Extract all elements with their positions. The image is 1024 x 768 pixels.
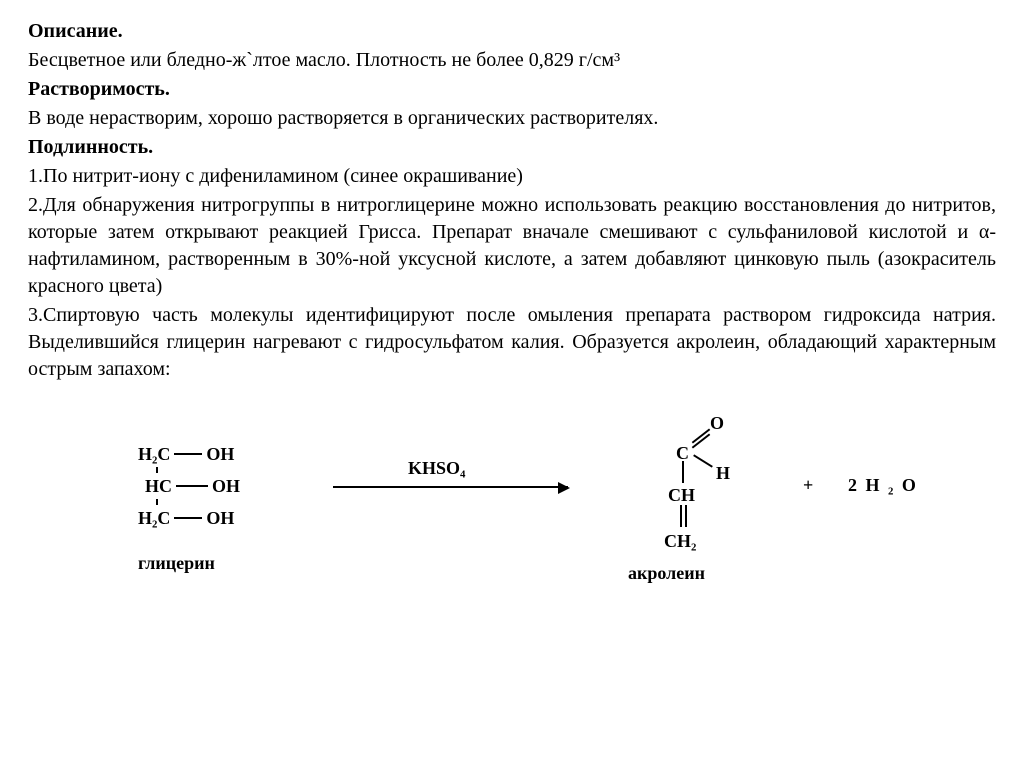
description-title: Описание. (28, 18, 996, 45)
reaction-scheme: H₂C OH HC OH H₂C OH глицерин KHSO₄ O C H… (28, 401, 996, 601)
authenticity-item-2: 2.Для обнаружения нитрогруппы в нитрогли… (28, 192, 996, 300)
reagent-label: KHSO₄ (408, 456, 465, 480)
water-byproduct: 2 H ₂ O (848, 473, 918, 497)
authenticity-item-3: 3.Спиртовую часть молекулы идентифицирую… (28, 302, 996, 383)
glycerol-structure: H₂C OH HC OH H₂C OH (138, 441, 240, 531)
solubility-text: В воде нерастворим, хорошо растворяется … (28, 105, 996, 132)
acrolein-o: O (710, 411, 724, 435)
authenticity-item-1: 1.По нитрит-иону с дифениламином (синее … (28, 163, 996, 190)
solubility-title: Растворимость. (28, 76, 996, 103)
glycerol-c1: H₂C (138, 442, 170, 466)
description-text: Бесцветное или бледно-ж`лтое масло. Плот… (28, 47, 996, 74)
acrolein-ch: CH (668, 483, 695, 507)
plus-sign: + (803, 473, 813, 497)
reaction-arrow-icon (333, 486, 568, 488)
acrolein-structure: O C H CH CH₂ (628, 411, 768, 561)
acrolein-ch2: CH₂ (664, 529, 696, 553)
glycerol-oh2: OH (212, 474, 240, 498)
authenticity-title: Подлинность. (28, 134, 996, 161)
glycerol-c3: H₂C (138, 506, 170, 530)
glycerol-oh1: OH (206, 442, 234, 466)
acrolein-label: акролеин (628, 561, 705, 585)
glycerol-label: глицерин (138, 551, 215, 575)
glycerol-oh3: OH (206, 506, 234, 530)
acrolein-h: H (716, 461, 730, 485)
glycerol-c2: HC (145, 474, 172, 498)
